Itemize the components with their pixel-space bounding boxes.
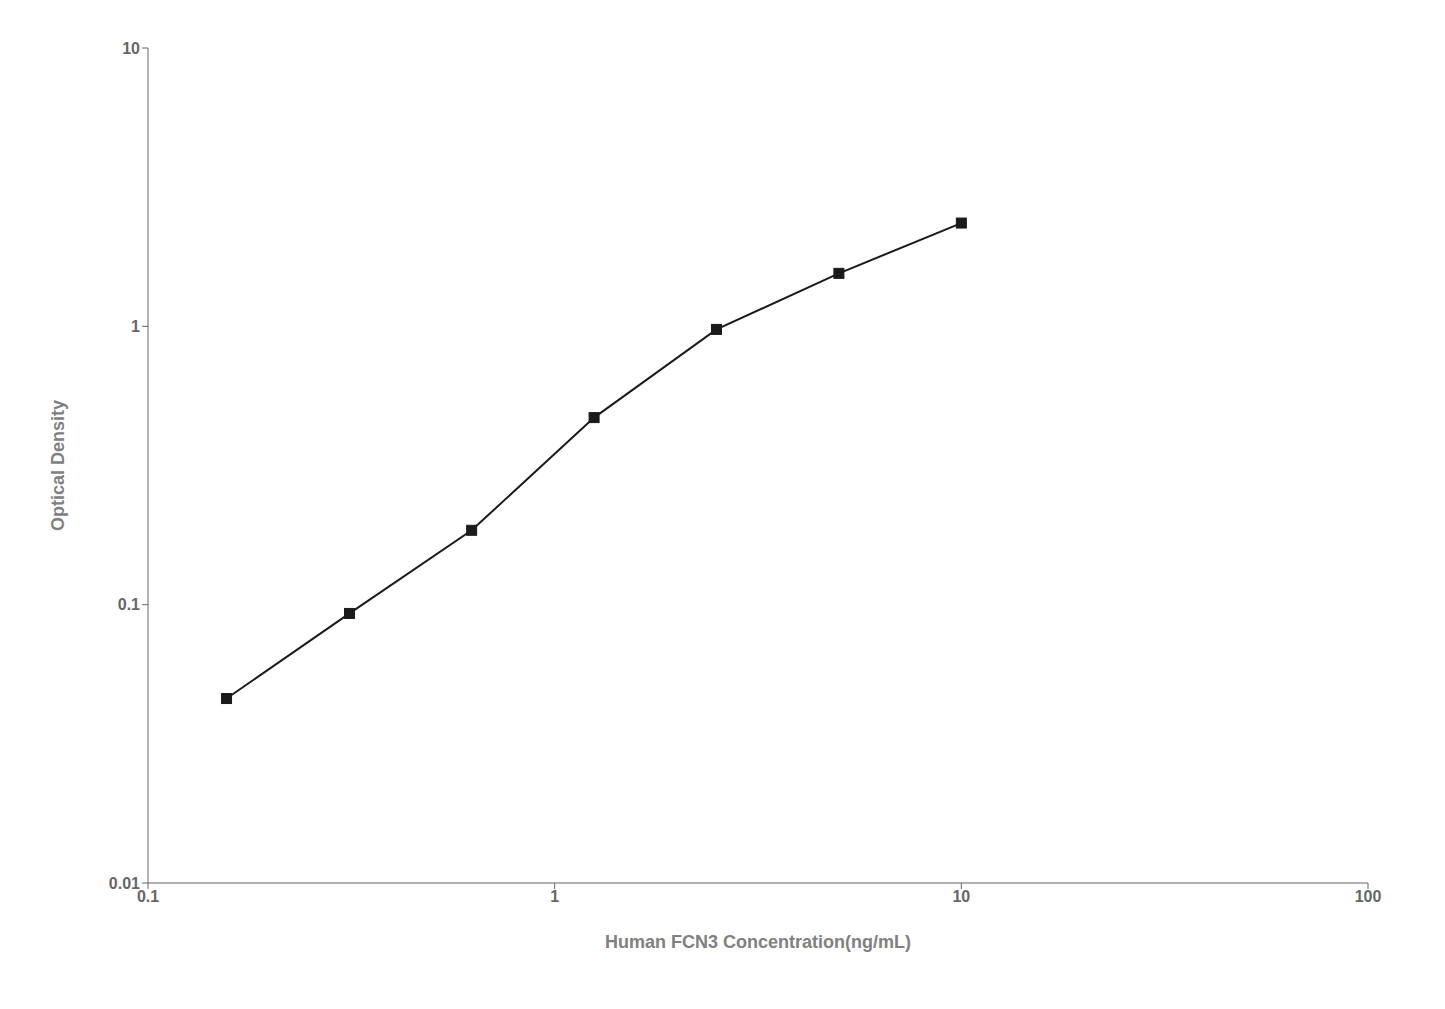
svg-text:0.1: 0.1 xyxy=(137,888,159,905)
svg-text:Human FCN3 Concentration(ng/mL: Human FCN3 Concentration(ng/mL) xyxy=(605,932,911,952)
svg-text:100: 100 xyxy=(1355,888,1382,905)
svg-text:10: 10 xyxy=(122,40,140,57)
svg-text:10: 10 xyxy=(952,888,970,905)
svg-text:1: 1 xyxy=(550,888,559,905)
svg-text:1: 1 xyxy=(131,318,140,335)
svg-text:Optical Density: Optical Density xyxy=(48,400,68,531)
svg-text:0.01: 0.01 xyxy=(109,875,140,892)
svg-text:0.1: 0.1 xyxy=(118,596,140,613)
